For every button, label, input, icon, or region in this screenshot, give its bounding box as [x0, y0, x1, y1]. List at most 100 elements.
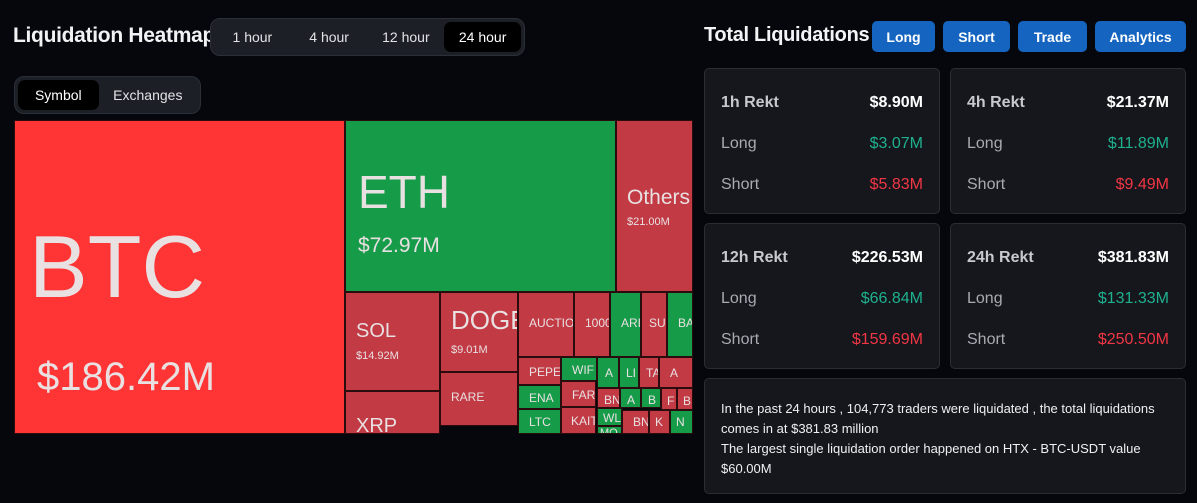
heatmap-amount: $14.92M — [356, 350, 399, 362]
heatmap-cell-a[interactable]: A — [620, 388, 641, 408]
analytics-button[interactable]: Analytics — [1095, 21, 1186, 52]
heatmap-cell-eth[interactable]: ETH $72.97M — [345, 120, 616, 292]
heatmap-cell-n[interactable]: N — [670, 410, 693, 434]
heatmap-symbol: 1000 — [585, 316, 610, 330]
heatmap-symbol: FART — [572, 388, 596, 402]
heatmap-cell-rare[interactable]: RARE — [440, 372, 518, 426]
heatmap-symbol: A — [627, 393, 636, 407]
heatmap-cell-b[interactable]: B — [641, 388, 661, 408]
heatmap-cell-doge[interactable]: DOGE $9.01M — [440, 292, 518, 372]
heatmap-cell-bn[interactable]: BN — [597, 388, 620, 408]
long-label: Long — [721, 135, 757, 152]
heatmap-amount: $186.42M — [37, 355, 215, 399]
heatmap-symbol: XRP — [356, 415, 398, 434]
tab-1-hour[interactable]: 1 hour — [232, 29, 273, 45]
short-value: $9.49M — [1115, 176, 1169, 193]
heatmap-symbol: LTC — [529, 415, 551, 429]
heatmap-cell-sol[interactable]: SOL $14.92M — [345, 292, 440, 391]
heatmap-cell-btc[interactable]: BTC $186.42M — [14, 120, 345, 434]
rekt-card-1h: 1h Rekt $8.90M Long $3.07M Short $5.83M — [704, 68, 940, 214]
group-by-selector: Symbol Exchanges — [14, 76, 201, 114]
heatmap-cell-f[interactable]: F — [661, 388, 677, 410]
heatmap-symbol: A — [670, 366, 679, 380]
heatmap-symbol: LI — [626, 366, 637, 380]
heatmap-symbol: K — [655, 415, 664, 429]
long-label: Long — [721, 290, 757, 307]
heatmap-symbol: BA — [678, 316, 693, 330]
tab-12-hour[interactable]: 12 hour — [382, 29, 430, 45]
heatmap-symbol: ETH — [358, 166, 450, 218]
heatmap-cell-li[interactable]: LI — [619, 357, 639, 388]
heatmap-symbol: BTC — [29, 217, 205, 316]
heatmap-symbol: AUCTIO — [529, 316, 574, 330]
summary-line-largest: The largest single liquidation order hap… — [721, 441, 1141, 476]
heatmap-cell-auctio[interactable]: AUCTIO — [518, 292, 574, 357]
short-value: $5.83M — [869, 176, 923, 193]
heatmap-cell-others[interactable]: Others $21.00M — [616, 120, 693, 292]
short-label: Short — [721, 176, 760, 193]
card-label: 12h Rekt — [721, 249, 788, 266]
heatmap-cell-kait[interactable]: KAIT — [561, 407, 596, 434]
long-label: Long — [967, 135, 1003, 152]
summary-line-total: In the past 24 hours , 104,773 traders w… — [721, 401, 1155, 436]
long-button[interactable]: Long — [872, 21, 935, 52]
card-label: 4h Rekt — [967, 94, 1025, 111]
heatmap-cell-xrp[interactable]: XRP — [345, 391, 440, 434]
trade-button[interactable]: Trade — [1018, 21, 1087, 52]
heatmap-symbol: SOL — [356, 320, 397, 342]
heatmap-cell-a[interactable]: A — [659, 357, 693, 388]
heatmap-cell-ltc[interactable]: LTC — [518, 409, 561, 434]
heatmap-cell-pepe[interactable]: PEPE — [518, 357, 561, 385]
heatmap-cell-ari[interactable]: ARI — [610, 292, 641, 357]
rekt-card-24h: 24h Rekt $381.83M Long $131.33M Short $250.… — [950, 223, 1186, 369]
heatmap-cell-wl[interactable]: WL — [597, 408, 622, 426]
card-label: 24h Rekt — [967, 249, 1034, 266]
long-value: $3.07M — [869, 135, 923, 152]
heatmap-symbol: RARE — [451, 390, 485, 404]
rekt-card-12h: 12h Rekt $226.53M Long $66.84M Short $159.6… — [704, 223, 940, 369]
heatmap-symbol: WL — [603, 411, 621, 425]
heatmap-cell-wif[interactable]: WIF — [561, 357, 597, 381]
heatmap-symbol: TA — [646, 366, 658, 380]
rekt-card-4h: 4h Rekt $21.37M Long $11.89M Short $9.49M — [950, 68, 1186, 214]
page-title: Liquidation Heatmap — [13, 24, 215, 47]
long-value: $66.84M — [860, 290, 923, 307]
card-total: $21.37M — [1106, 94, 1169, 111]
short-button[interactable]: Short — [943, 21, 1010, 52]
short-value: $250.50M — [1097, 331, 1169, 348]
tab-symbol[interactable]: Symbol — [18, 80, 99, 110]
heatmap-cell-b[interactable]: B — [677, 388, 693, 410]
heatmap-cell-ena[interactable]: ENA — [518, 385, 561, 409]
heatmap-symbol: BN — [604, 393, 620, 407]
heatmap-symbol: B — [648, 393, 657, 407]
timeframe-selector: 1 hour 4 hour 12 hour 24 hour — [210, 18, 525, 56]
long-value: $11.89M — [1107, 135, 1169, 152]
heatmap-cell-1000[interactable]: 1000 — [574, 292, 610, 357]
tab-exchanges[interactable]: Exchanges — [113, 87, 183, 103]
heatmap-symbol: PEPE — [529, 365, 561, 379]
card-total: $381.83M — [1097, 249, 1169, 266]
heatmap-cell-bn[interactable]: BN — [622, 410, 649, 434]
long-label: Long — [967, 290, 1003, 307]
heatmap-symbol: BN — [633, 415, 649, 429]
liquidation-heatmap: BTC $186.42M ETH $72.97M Others $21.00M SOL $14… — [14, 120, 693, 434]
heatmap-symbol: N — [676, 415, 685, 429]
heatmap-cell-fart[interactable]: FART — [561, 381, 596, 407]
tab-4-hour[interactable]: 4 hour — [309, 29, 349, 45]
heatmap-cell-su[interactable]: SU — [641, 292, 667, 357]
tab-24-hour[interactable]: 24 hour — [444, 22, 521, 52]
card-total: $8.90M — [869, 94, 923, 111]
heatmap-symbol: F — [667, 394, 675, 408]
heatmap-cell-a[interactable]: A — [597, 357, 619, 388]
heatmap-amount: $72.97M — [358, 234, 440, 257]
heatmap-cell-ta[interactable]: TA — [639, 357, 659, 388]
heatmap-symbol: KAIT — [571, 414, 596, 428]
heatmap-symbol: ARI — [621, 316, 641, 330]
heatmap-cell-mo[interactable]: MO — [597, 426, 622, 434]
heatmap-amount: $9.01M — [451, 344, 488, 356]
heatmap-symbol: B — [683, 394, 692, 408]
heatmap-cell-k[interactable]: K — [649, 410, 670, 434]
card-total: $226.53M — [851, 249, 923, 266]
heatmap-cell-ba[interactable]: BA — [667, 292, 693, 357]
heatmap-symbol: A — [605, 366, 614, 380]
